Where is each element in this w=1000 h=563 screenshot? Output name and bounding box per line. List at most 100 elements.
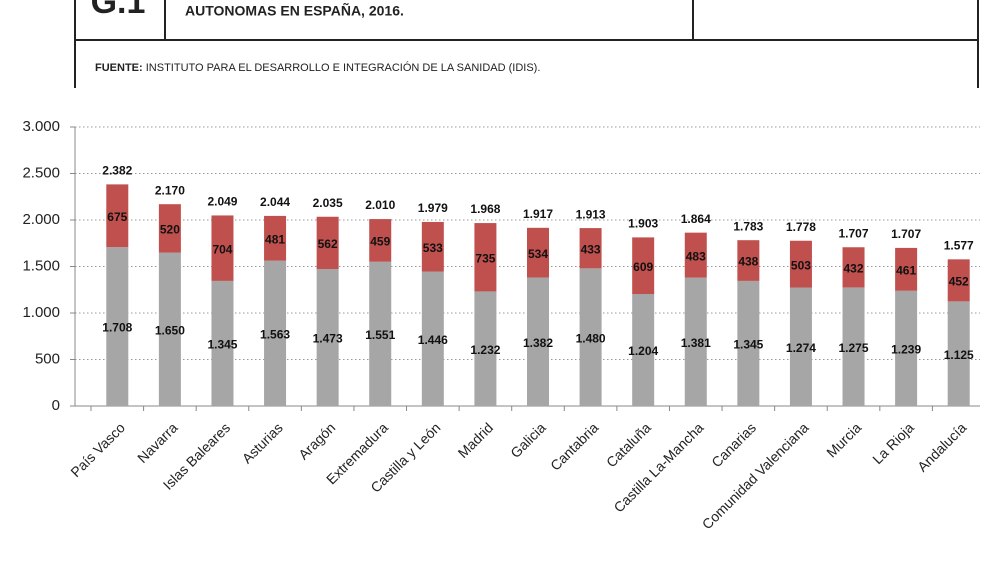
value-label: 483 [686,249,706,263]
total-label: 2.382 [102,164,132,178]
bar-segment [632,237,655,295]
x-tick-label: Comunidad Valenciana [699,419,812,532]
x-tick-label: Murcia [823,419,864,460]
bar-segment [158,204,181,253]
value-label: 1.239 [891,343,921,357]
x-tick-label: Madrid [455,419,497,461]
total-label: 1.979 [418,201,448,215]
figure-title: AUTONOMAS EN ESPAÑA, 2016. [185,2,404,19]
total-label: 1.913 [576,207,606,221]
value-label: 1.232 [470,343,500,357]
bar-segment [947,259,970,302]
bar-segment [316,269,339,406]
total-label: 1.778 [786,220,816,234]
bar-segment [842,247,865,288]
source-text: INSTITUTO PARA EL DESARROLLO E INTEGRACI… [146,61,541,74]
y-tick-label: 3.000 [22,118,60,135]
value-label: 735 [475,251,495,265]
bar-segment [264,215,287,261]
bar-segment [579,228,602,269]
value-label: 1.480 [576,331,606,345]
value-label: 438 [738,255,758,269]
total-label: 1.707 [839,226,869,240]
value-label: 1.650 [155,323,185,337]
bar-segment [737,240,760,281]
bar-segment [474,223,497,292]
value-label: 1.345 [733,338,763,352]
value-label: 432 [844,262,864,276]
total-label: 2.170 [155,183,185,197]
bar-segment [264,260,287,406]
x-tick-label: Asturias [239,419,286,466]
value-label: 1.125 [944,348,974,362]
value-label: 1.275 [839,341,869,355]
bar-segment [789,287,812,406]
value-label: 1.473 [313,332,343,346]
y-tick-label: 0 [52,397,60,414]
total-label: 2.044 [260,195,290,209]
bar-segment [421,271,444,406]
value-label: 609 [633,260,653,274]
source-label: FUENTE: [95,62,143,74]
value-label: 534 [528,247,548,261]
value-label: 1.551 [365,328,395,342]
bar-segment [106,184,129,248]
bar-segment [789,240,812,288]
y-tick-label: 1.000 [22,304,60,321]
x-tick-label: Andalucía [914,419,969,474]
bar-segment [527,277,549,406]
value-label: 1.446 [418,333,448,347]
x-tick-label: País Vasco [67,419,128,480]
bar-segment [895,290,918,406]
total-label: 2.035 [313,196,343,210]
value-label: 562 [318,237,338,251]
y-tick-label: 500 [35,350,60,367]
bar-segment [421,221,444,272]
total-label: 1.577 [944,239,974,253]
y-tick-label: 2.500 [22,164,60,181]
value-label: 1.563 [260,327,290,341]
value-label: 481 [265,232,285,246]
source: FUENTE: INSTITUTO PARA EL DESARROLLO E I… [95,61,540,74]
value-label: 533 [423,241,443,255]
bar-segment [474,291,497,406]
bar-segment [737,280,760,406]
total-label: 1.707 [891,227,921,241]
total-label: 1.968 [470,202,500,216]
bar-segment [632,294,655,406]
x-tick-label: Cataluña [603,419,654,470]
bar-segment [369,219,392,262]
x-tick-label: Castilla La-Mancha [610,419,706,515]
bar-segment [527,227,549,278]
total-label: 2.049 [207,195,237,209]
total-label: 1.917 [523,207,553,221]
bar-segment [369,261,392,406]
x-tick-label: Canarias [708,419,759,470]
bar-segment [211,215,234,281]
bar-segment [895,247,918,291]
x-tick-label: La Rioja [869,419,917,467]
x-tick-label: Galicia [507,419,549,461]
value-label: 459 [370,235,390,249]
total-label: 1.903 [628,217,658,231]
value-label: 452 [949,275,969,289]
bar-segment [579,268,602,406]
total-label: 1.783 [733,219,763,233]
value-label: 1.274 [786,341,816,355]
total-label: 1.864 [681,212,711,226]
y-tick-label: 1.500 [22,257,60,274]
x-tick-label: Cantabria [547,419,601,473]
value-label: 503 [791,258,811,272]
bar-segment [684,232,707,278]
bar-segment [106,247,129,406]
bar-segment [158,252,181,406]
value-label: 1.345 [207,338,237,352]
value-label: 704 [212,242,232,256]
figure-number: G.1 [91,0,146,21]
y-tick-label: 2.000 [22,211,60,228]
bar-segment [316,216,339,270]
value-label: 461 [896,264,916,278]
total-label: 2.010 [365,198,395,212]
value-label: 1.708 [102,321,132,335]
